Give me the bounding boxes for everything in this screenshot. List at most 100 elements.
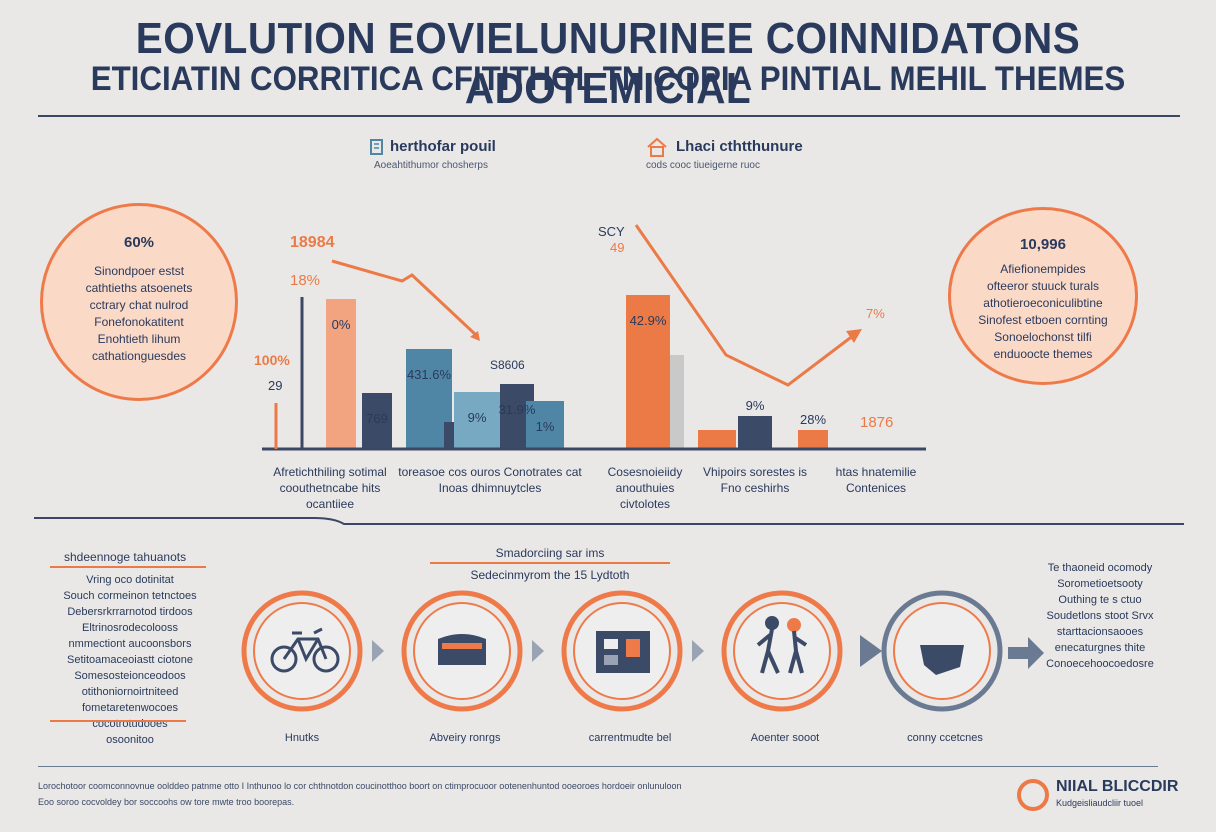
header-divider: [38, 115, 1180, 117]
left-bubble-line: cathationguesdes: [91, 349, 187, 363]
process-side-right: Te thaoneid ocomody Sorometioetsooty Out…: [1046, 562, 1154, 670]
bar-3-label: 769: [366, 411, 388, 426]
process-flow: [241, 590, 1044, 712]
bar-12: [798, 430, 828, 449]
chart-free-label: 7%: [866, 306, 885, 321]
house-icon: [647, 137, 667, 157]
step-3-label: carrentmudte bel: [588, 732, 672, 744]
page-title-line-2: ETICIATIN CORRITICA CFITITHOL TN COPIA P…: [90, 60, 1126, 98]
flow-arrow-1: [372, 640, 384, 662]
shadow-bar: [670, 355, 684, 449]
flow-arrow-4: [860, 635, 882, 667]
logo-subtitle: Kudgeisliaudcliir tuoel: [1056, 798, 1144, 808]
trend-arrow-2-head: [846, 329, 862, 343]
step-5: [881, 590, 1003, 712]
legend-item-2-title: Lhaci cthtthunure: [676, 138, 803, 155]
flow-arrow-2: [532, 640, 544, 662]
chart-free-label: SCY: [598, 224, 625, 239]
process-heading-left: shdeennoge tahuanots: [64, 550, 187, 564]
step-4-label: Aoenter sooot: [750, 732, 820, 744]
right-bubble-line: athotieroeconiculibtine: [983, 296, 1103, 310]
bar-chart: 0% 769 431.6% 9% 31.9%1% 42.9% 9% 28%: [262, 224, 926, 451]
bar-8-label: 1%: [536, 419, 555, 434]
trend-arrow-1-head: [470, 331, 480, 341]
wagon-icon: [438, 634, 486, 665]
step-5-label: conny ccetcnes: [907, 732, 983, 744]
bar-8: [526, 401, 564, 449]
bar-2-label: 0%: [332, 317, 351, 332]
bicycle-icon: [270, 627, 340, 673]
left-bubble-line: Fonefonokatitent: [94, 315, 184, 329]
section-divider: [34, 517, 1184, 525]
trend-arrow-2: [634, 224, 855, 387]
process-heading-mid-rule: [430, 562, 670, 564]
left-bubble-line: cctrary chat nulrod: [89, 298, 189, 312]
chart-free-label: 1876: [860, 414, 894, 431]
document-icon: [370, 139, 383, 155]
step-1: [241, 590, 363, 712]
right-bubble-line: ofteeror stuuck turals: [986, 279, 1100, 293]
category-label-5: htas hnatemilie Contenices: [835, 465, 917, 495]
bar-6: [454, 392, 500, 449]
bar-7-label: 31.9%: [499, 402, 536, 417]
legend-item-2-sub: cods cooc tiueigerne ruoc: [646, 160, 760, 171]
category-label-4: Vhipoirs sorestes is Fno ceshirhs: [702, 465, 808, 495]
bar-11-label: 9%: [746, 398, 765, 413]
bar-11: [738, 416, 772, 449]
process-heading-mid-line2: Sedecinmyrom the 15 Lydtoth: [470, 568, 630, 582]
step-4: [721, 590, 843, 712]
process-side-left: Vring oco dotinitat Souch cormeinon tetn…: [63, 574, 197, 746]
trend-arrow-1: [331, 259, 478, 337]
bar-9: [626, 295, 670, 449]
logo-ring-icon: [1017, 779, 1049, 811]
brand-logo: NIIAL BLICCDIR Kudgeisliaudcliir tuoel: [1016, 776, 1196, 816]
step-3: [561, 590, 683, 712]
legend-item-1-sub: Aoeahtithumor chosherps: [374, 160, 488, 171]
people-icon: [756, 616, 808, 674]
bar-12-label: 28%: [800, 412, 826, 427]
process-side-left-rule: [50, 720, 186, 722]
flow-arrow-5: [1008, 637, 1044, 669]
right-bubble-line: Sonoelochonst tilfi: [994, 330, 1092, 344]
bar-10: [698, 430, 736, 449]
chart-free-label: 49: [610, 240, 625, 255]
footer-line-2: Eoo soroo cocvoldey bor soccoohs ow tore…: [38, 797, 295, 807]
page-title-line-1: EOVLUTION EOVIELUNURINEE COINNIDATONS AD…: [135, 14, 1081, 113]
footer-divider: [38, 766, 1158, 767]
step-1-label: Hnutks: [284, 732, 320, 744]
legend-item-1-title: herthofar pouil: [390, 138, 496, 155]
chart-free-label: 100%: [254, 352, 290, 368]
left-bubble-line: cathtieths atsoenets: [85, 281, 193, 295]
category-label-1: Afretichthiling sotimal coouthetncabe hi…: [273, 465, 387, 511]
bar-2: [326, 299, 356, 449]
category-label-3: Cosesnoieiidy anouthuies civtolotes: [607, 465, 683, 511]
footer-line-1: Lorochotoor coomconnovnue oolddeo patnme…: [38, 781, 682, 791]
bar-3: [362, 393, 392, 449]
bar-6-label: 9%: [468, 410, 487, 425]
footer-text: Lorochotoor coomconnovnue oolddeo patnme…: [38, 778, 918, 810]
step-2: [401, 590, 523, 712]
flow-arrow-3: [692, 640, 704, 662]
process-heading-mid-line1: Smadorciing sar ims: [495, 546, 605, 560]
machine-icon: [596, 631, 650, 673]
left-bubble-line: Sinondpoer estst: [93, 264, 185, 278]
right-bubble-line: Afiefionempides: [1000, 262, 1086, 276]
right-stat-bubble: 10,996 Afiefionempides ofteeror stuuck t…: [948, 207, 1138, 385]
left-bubble-value: 60%: [123, 234, 155, 251]
chart-free-label: 29: [268, 378, 283, 393]
category-label-2: toreasoe cos ouros Conotrates cat Inoas …: [398, 465, 582, 495]
step-2-label: Abveiry ronrgs: [429, 732, 501, 744]
chart-free-label: S8606: [490, 358, 525, 372]
right-bubble-line: Sinofest etboen cornting: [978, 313, 1108, 327]
car-icon: [920, 645, 964, 675]
left-bubble-line: Enohtieth lihum: [97, 332, 181, 346]
right-bubble-line: enduoocte themes: [993, 347, 1093, 361]
right-bubble-value: 10,996: [1020, 236, 1066, 253]
process-heading-left-rule: [50, 566, 206, 568]
bar-4-label: 431.6%: [407, 367, 452, 382]
bar-9-label: 42.9%: [630, 313, 667, 328]
left-stat-bubble: 60% Sinondpoer estst cathtieths atsoenet…: [40, 203, 238, 401]
process-heading-mid: Smadorciing sar ims Sedecinmyrom the 15 …: [420, 546, 680, 582]
chart-free-label: 18984: [290, 234, 335, 251]
chart-free-label: 18%: [290, 272, 321, 289]
